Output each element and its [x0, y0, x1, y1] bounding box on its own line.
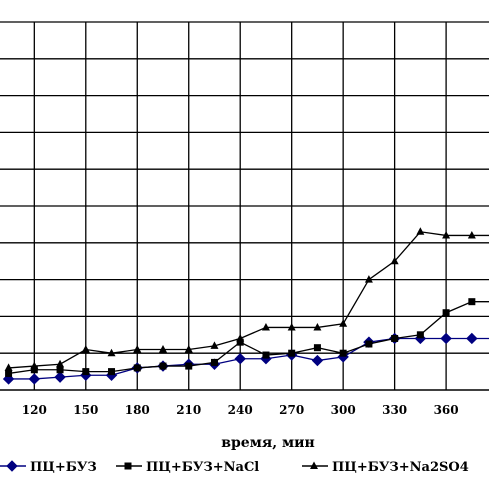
x-tick-label: 360 [434, 403, 459, 417]
series-3-point [81, 345, 90, 353]
series-line-2 [8, 301, 489, 375]
x-tick-label: 180 [125, 403, 150, 417]
series-2-point [108, 368, 116, 376]
series-3-point [467, 230, 476, 239]
series-line-1 [8, 337, 489, 380]
series-2-point [339, 349, 347, 357]
series-2-point [442, 309, 450, 317]
series-3-point [56, 359, 65, 368]
series-3-point [236, 333, 245, 342]
series-3-point [313, 322, 322, 331]
series-2-point [56, 366, 64, 374]
series-3-point [184, 345, 193, 353]
series-3-point [210, 341, 219, 349]
series-3-point [364, 275, 373, 283]
x-tick-label: 210 [176, 403, 201, 417]
series-2-point [82, 368, 90, 376]
x-axis-label: время, мин [221, 435, 314, 451]
series-2-point [262, 351, 270, 359]
series-2-point [468, 298, 476, 306]
series-2-point [185, 362, 193, 370]
series-1-point [311, 354, 324, 367]
series-2-point [288, 349, 296, 357]
x-tick-label: 300 [331, 403, 356, 417]
legend-marker-3 [310, 461, 318, 469]
legend-marker-2 [124, 462, 132, 470]
x-tick-label: 150 [73, 403, 98, 417]
x-tick-label: 270 [279, 403, 304, 417]
legend-label-1: ПЦ+БУЗ [30, 460, 97, 475]
series-3-point [442, 230, 451, 239]
legend-label-2: ПЦ+БУЗ+NaCl [146, 460, 259, 475]
x-tick-label: 240 [228, 403, 253, 417]
series-3-point [30, 361, 39, 370]
x-tick-label: 120 [22, 403, 47, 417]
series-3-point [261, 322, 270, 331]
series-2-point [365, 340, 373, 348]
series-1-point [28, 373, 41, 385]
series-2-point [210, 358, 218, 366]
series-2-point [133, 364, 141, 372]
series-1-point [466, 332, 478, 345]
series-3-point [339, 319, 348, 327]
series-2-point [313, 344, 321, 352]
legend-marker-1 [6, 460, 18, 472]
series-1-point [234, 353, 246, 365]
series-3-point [390, 256, 399, 265]
series-2-point [416, 331, 424, 339]
series-3-point [159, 345, 167, 353]
series-1-point [440, 332, 452, 345]
series-2-point [391, 334, 399, 342]
series-3-point [287, 322, 296, 331]
x-tick-label: 330 [382, 403, 407, 417]
series-3-point [133, 345, 142, 353]
series-2-point [30, 366, 38, 374]
series-2-point [5, 369, 13, 377]
series-1-point [54, 371, 66, 383]
series-line-3 [8, 231, 489, 369]
series-3-point [107, 348, 116, 357]
series-3-point [416, 227, 425, 235]
series-2-point [159, 362, 167, 370]
series-2-point [236, 338, 244, 346]
series-3-point [4, 363, 13, 371]
legend-label-3: ПЦ+БУЗ+Na2SO4 [332, 460, 469, 475]
